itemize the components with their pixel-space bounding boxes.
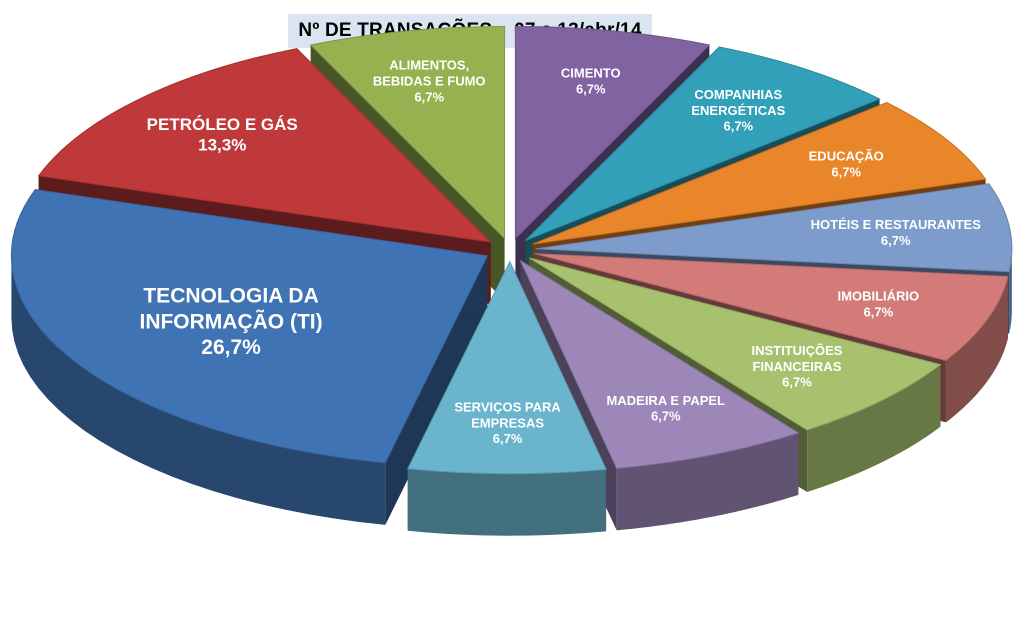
- slice-category-label: INFORMAÇÃO (TI): [139, 310, 322, 333]
- slice-category-label: EDUCAÇÃO: [809, 149, 884, 164]
- pie-slice: [532, 102, 987, 245]
- slice-category-label: EMPRESAS: [471, 415, 544, 430]
- slice-value-label: 6,7%: [723, 119, 753, 134]
- slice-rim: [945, 276, 1008, 423]
- pie-slice: [524, 46, 881, 242]
- slice-rim: [807, 364, 941, 493]
- slice-category-label: SERVIÇOS PARA: [454, 400, 561, 415]
- slice-category-label: TECNOLOGIA DA: [143, 285, 318, 308]
- slice-wall: [385, 255, 488, 525]
- pie-slice: [514, 26, 711, 240]
- pie-slice: [528, 257, 942, 431]
- slice-rim: [616, 432, 799, 531]
- pie-slice: [406, 260, 607, 475]
- slice-category-label: IMOBILIÁRIO: [838, 289, 920, 304]
- pie-slice: [519, 259, 800, 469]
- slice-rim: [11, 255, 386, 525]
- pie-slice: [534, 253, 1009, 361]
- slice-category-label: BEBIDAS E FUMO: [373, 74, 486, 89]
- pie-slice: [37, 48, 493, 243]
- slice-value-label: 6,7%: [651, 409, 681, 424]
- slice-value-label: 6,7%: [414, 89, 444, 104]
- slice-value-label: 6,7%: [782, 375, 812, 390]
- slice-category-label: FINANCEIRAS: [753, 359, 842, 374]
- pie-slice: [10, 188, 489, 464]
- slice-value-label: 6,7%: [881, 233, 911, 248]
- slice-value-label: 6,7%: [493, 431, 523, 446]
- pie-slice: [535, 183, 1013, 273]
- slice-value-label: 13,3%: [198, 135, 246, 154]
- slice-value-label: 6,7%: [864, 305, 894, 320]
- slice-category-label: COMPANHIAS: [694, 87, 782, 102]
- pie-slice: [309, 26, 506, 240]
- slice-rim: [407, 468, 607, 536]
- slice-value-label: 26,7%: [201, 336, 261, 359]
- slice-value-label: 6,7%: [831, 164, 861, 179]
- slice-category-label: ENERGÉTICAS: [691, 103, 785, 118]
- slice-category-label: PETRÓLEO E GÁS: [147, 115, 298, 134]
- slice-category-label: CIMENTO: [561, 66, 621, 81]
- slice-category-label: INSTITUIÇÕES: [751, 343, 842, 358]
- slice-category-label: HOTÉIS E RESTAURANTES: [811, 217, 982, 232]
- slice-category-label: MADEIRA E PAPEL: [607, 393, 726, 408]
- slice-value-label: 6,7%: [576, 81, 606, 96]
- slice-category-label: ALIMENTOS,: [389, 58, 469, 73]
